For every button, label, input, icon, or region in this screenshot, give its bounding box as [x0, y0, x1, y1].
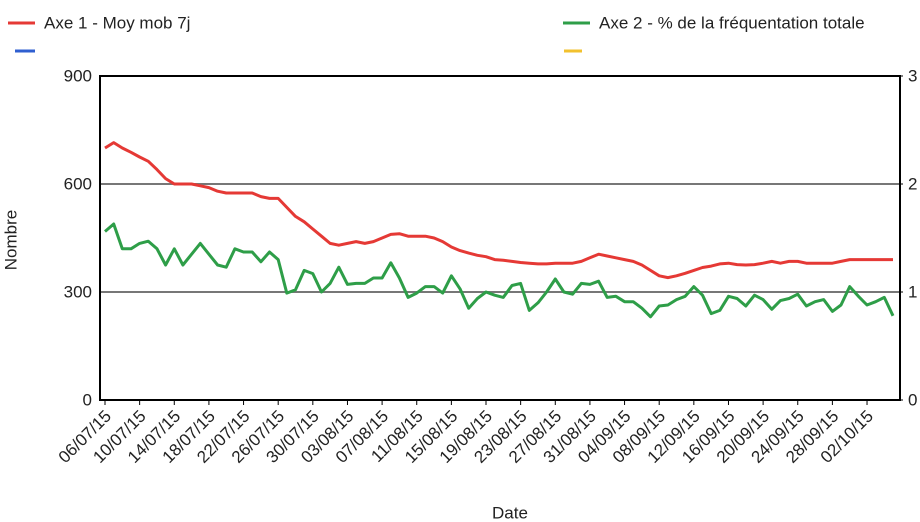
legend-label: Axe 2 - % de la fréquentation totale: [599, 13, 865, 32]
y-tick-label: 600: [64, 174, 92, 193]
y2-tick-label: 1: [908, 282, 917, 301]
x-axis-label: Date: [492, 503, 528, 522]
y-tick-label: 900: [64, 66, 92, 85]
series-line: [104, 141, 893, 280]
y2-tick-label: 0: [908, 390, 917, 409]
y-axis-label: Nombre: [1, 210, 20, 270]
y-tick-label: 0: [83, 390, 92, 409]
y2-tick-label: 3: [908, 66, 917, 85]
y2-tick-label: 2: [908, 174, 917, 193]
legend-label: Axe 1 - Moy mob 7j: [44, 13, 190, 32]
plot-frame: [99, 75, 901, 401]
y-tick-label: 300: [64, 282, 92, 301]
series-line: [104, 222, 895, 319]
